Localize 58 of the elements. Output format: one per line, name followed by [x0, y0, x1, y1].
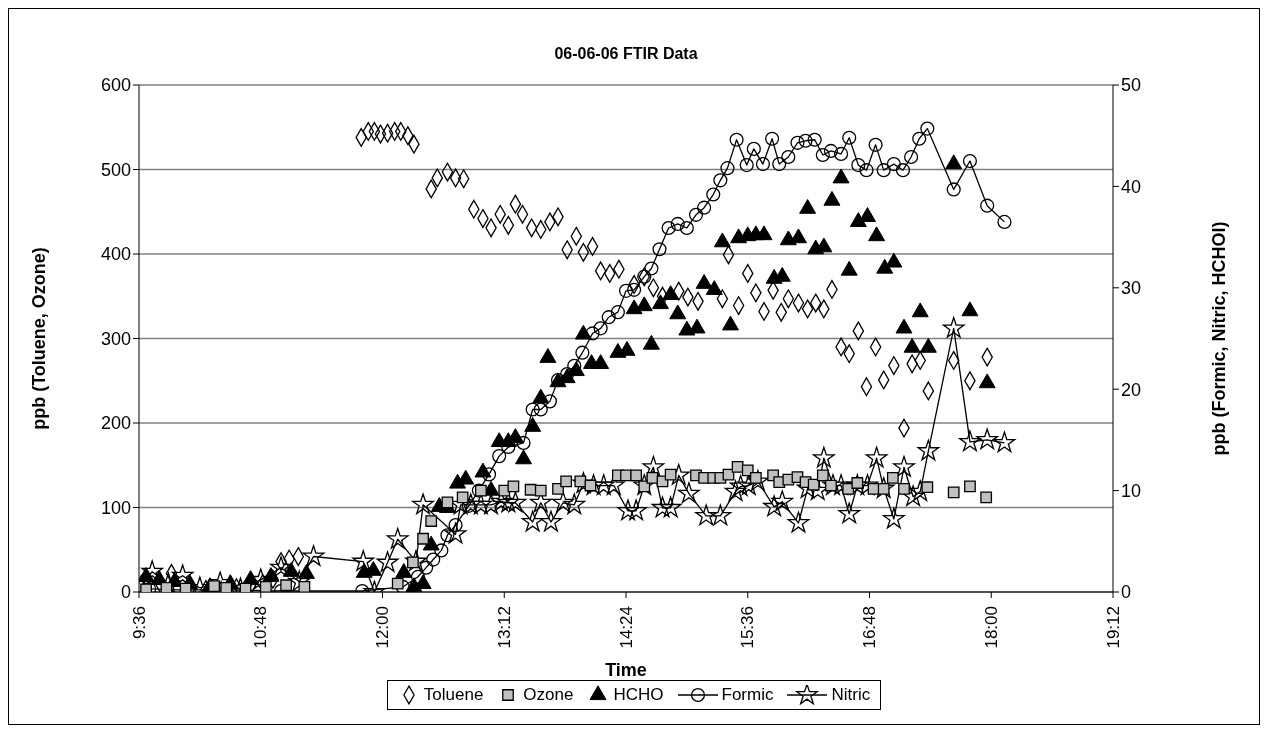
- x-tick-label: 13:12: [494, 606, 514, 649]
- y2-tick-label: 30: [1121, 278, 1142, 299]
- x-tick-label: 15:36: [738, 606, 758, 649]
- y2-tick-label: 10: [1121, 480, 1142, 501]
- x-tick-label: 10:48: [251, 606, 271, 649]
- point: [630, 469, 643, 482]
- y2-tick-label: 40: [1121, 176, 1142, 197]
- y-tick-label: 300: [100, 328, 131, 349]
- x-tick-label: 9:36: [129, 606, 149, 640]
- point: [456, 491, 469, 504]
- x-tick-label: 18:00: [981, 606, 1001, 649]
- point: [886, 472, 899, 484]
- chart-title: 06-06-06 FTIR Data: [553, 45, 699, 63]
- y2-axis-title: ppb (Formic, Nitric, HCHOl): [1209, 221, 1230, 456]
- point: [425, 515, 438, 527]
- y-tick-label: 100: [100, 497, 131, 518]
- point: [208, 580, 220, 592]
- legend-label: Toluene: [423, 685, 484, 705]
- y-tick-label: 200: [100, 413, 131, 434]
- point: [179, 582, 192, 592]
- legend-label: Nitric: [831, 685, 871, 705]
- point: [475, 484, 487, 497]
- y-tick-label: 500: [100, 159, 131, 180]
- point: [534, 484, 547, 497]
- legend-label: HCHO: [613, 685, 664, 705]
- y-tick-label: 600: [100, 75, 131, 96]
- y2-tick-label: 0: [1121, 582, 1132, 603]
- point: [664, 468, 677, 481]
- x-tick-label: 12:00: [373, 606, 392, 649]
- legend-label: Ozone: [523, 685, 574, 705]
- point: [807, 478, 820, 491]
- point: [259, 581, 272, 592]
- y-tick-label: 400: [100, 244, 131, 265]
- y-tick-label: 0: [120, 582, 131, 603]
- point: [552, 483, 564, 495]
- point: [220, 581, 233, 592]
- point: [560, 475, 573, 488]
- x-tick-label: 16:48: [860, 606, 879, 649]
- point: [947, 486, 960, 499]
- y2-tick-label: 50: [1121, 75, 1142, 96]
- point: [980, 491, 993, 504]
- x-axis-title: Time: [605, 660, 647, 680]
- y-axis-title: ppb (Toluene, Ozone): [29, 247, 50, 430]
- point: [417, 532, 429, 545]
- legend-label: Formic: [721, 685, 774, 705]
- point: [646, 472, 659, 484]
- point: [507, 480, 520, 493]
- point: [280, 579, 293, 592]
- x-tick-label: 14:24: [616, 606, 636, 649]
- point: [964, 480, 976, 493]
- x-tick-label: 19:12: [1103, 606, 1123, 649]
- point: [898, 483, 910, 495]
- point: [741, 464, 754, 477]
- y2-tick-label: 20: [1121, 379, 1142, 400]
- point: [921, 481, 934, 494]
- point: [816, 469, 829, 482]
- point: [391, 577, 404, 590]
- point: [731, 461, 744, 473]
